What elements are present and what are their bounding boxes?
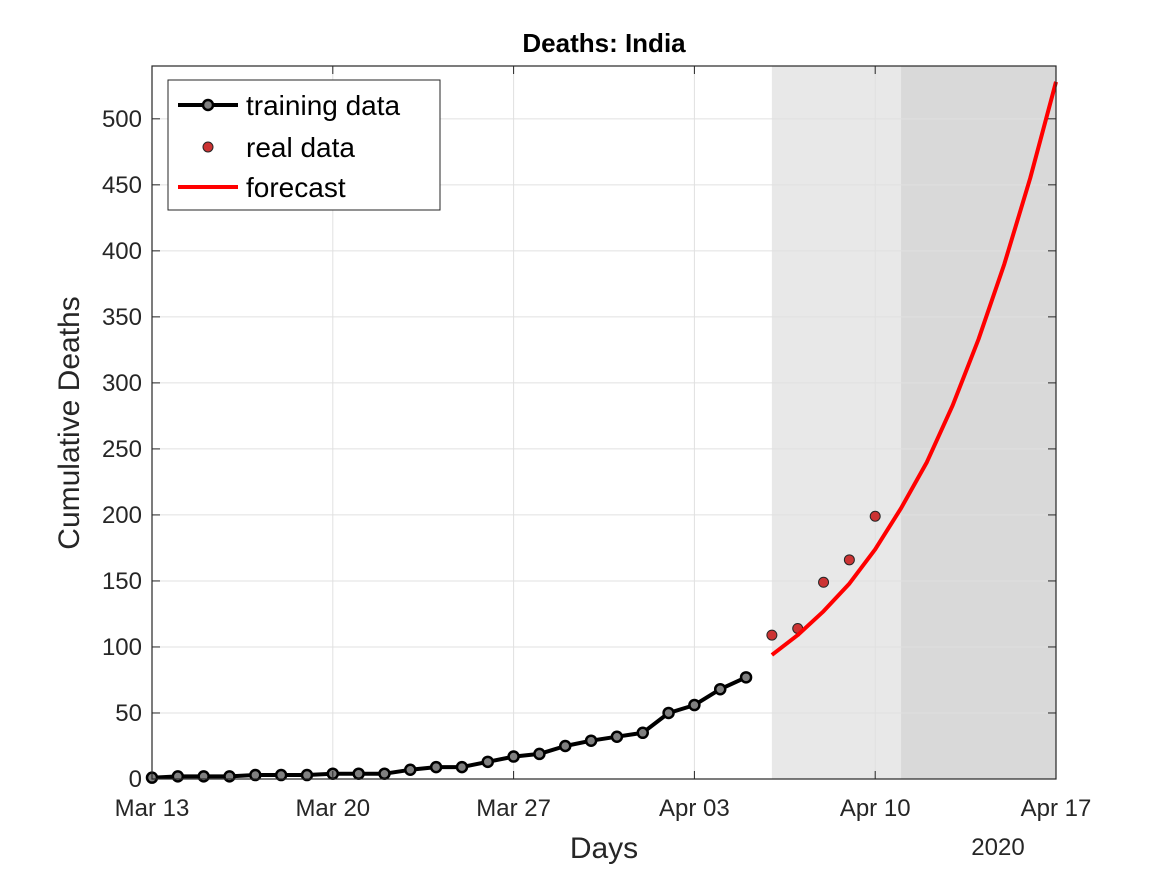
data-point-training-data bbox=[197, 770, 210, 783]
data-point-training-data bbox=[274, 768, 288, 782]
data-point-real-data bbox=[843, 554, 855, 566]
data-point-training-data bbox=[429, 760, 443, 774]
y-tick-label: 250 bbox=[102, 436, 142, 463]
data-point-training-data bbox=[584, 734, 598, 747]
x-tick-label: Apr 17 bbox=[1021, 795, 1092, 822]
legend-label-training: training data bbox=[246, 90, 401, 121]
x-axis-title: Days bbox=[570, 832, 638, 865]
x-tick-label: Mar 27 bbox=[476, 795, 551, 822]
legend-marker-training bbox=[201, 98, 215, 112]
y-tick-label: 350 bbox=[102, 304, 142, 331]
data-point-training-data bbox=[507, 750, 520, 763]
data-point-training-data bbox=[559, 739, 572, 753]
plot-area-frame bbox=[151, 65, 1057, 780]
data-point-training-data bbox=[481, 755, 495, 769]
series-training-data bbox=[145, 671, 753, 784]
data-point-training-data bbox=[533, 747, 546, 761]
data-point-training-data bbox=[404, 763, 417, 777]
data-point-real-data bbox=[818, 576, 830, 588]
y-tick-label: 150 bbox=[102, 568, 142, 595]
data-point-training-data bbox=[610, 730, 624, 743]
data-point-training-data bbox=[662, 706, 675, 720]
legend-marker-real bbox=[202, 141, 214, 153]
x-axis-ticks: Mar 13 Mar 20 Mar 27 Apr 03 Apr 10 Apr 17 bbox=[115, 66, 1092, 822]
y-tick-label: 50 bbox=[115, 700, 142, 727]
series-forecast bbox=[770, 81, 1058, 657]
shaded-region-1 bbox=[771, 66, 902, 779]
legend-item-training: training data bbox=[178, 90, 401, 121]
plot-series bbox=[145, 81, 1058, 784]
legend-label-forecast: forecast bbox=[246, 172, 346, 203]
data-point-training-data bbox=[249, 768, 262, 782]
x-tick-label: Apr 03 bbox=[659, 795, 730, 822]
data-point-training-data bbox=[352, 767, 365, 780]
y-tick-label: 400 bbox=[102, 238, 142, 265]
data-point-training-data bbox=[223, 770, 236, 783]
y-tick-label: 300 bbox=[102, 370, 142, 397]
y-tick-label: 200 bbox=[102, 502, 142, 529]
y-tick-label: 100 bbox=[102, 634, 142, 661]
data-point-training-data bbox=[171, 770, 185, 783]
legend-item-forecast: forecast bbox=[178, 172, 346, 203]
legend-item-real: real data bbox=[202, 132, 355, 163]
shaded-regions bbox=[771, 66, 1056, 779]
y-axis-ticks: 0 50 100 150 200 250 300 350 400 450 500 bbox=[102, 106, 1056, 793]
data-point-training-data bbox=[713, 682, 727, 696]
data-point-real-data bbox=[766, 629, 778, 641]
data-point-training-data bbox=[378, 767, 391, 780]
y-axis-title: Cumulative Deaths bbox=[53, 296, 86, 549]
y-tick-label: 450 bbox=[102, 172, 142, 199]
x-tick-label: Apr 10 bbox=[840, 795, 911, 822]
data-point-training-data bbox=[739, 671, 753, 684]
legend: training data real data forecast bbox=[167, 79, 441, 211]
data-point-training-data bbox=[688, 698, 701, 712]
x-tick-label: Mar 20 bbox=[295, 795, 370, 822]
y-tick-label: 0 bbox=[129, 766, 142, 793]
y-tick-label: 500 bbox=[102, 106, 142, 133]
x-tick-label: Mar 13 bbox=[115, 795, 190, 822]
data-point-training-data bbox=[455, 760, 469, 774]
data-point-training-data bbox=[300, 768, 314, 782]
legend-label-real: real data bbox=[246, 132, 355, 163]
chart-title: Deaths: India bbox=[522, 28, 686, 58]
data-point-real-data bbox=[869, 510, 881, 522]
x-axis-year-label: 2020 bbox=[971, 834, 1024, 861]
series-line-forecast bbox=[770, 81, 1058, 657]
data-point-training-data bbox=[636, 726, 649, 740]
